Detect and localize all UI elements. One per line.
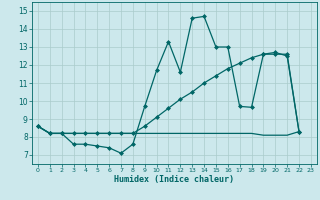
X-axis label: Humidex (Indice chaleur): Humidex (Indice chaleur) <box>115 175 234 184</box>
